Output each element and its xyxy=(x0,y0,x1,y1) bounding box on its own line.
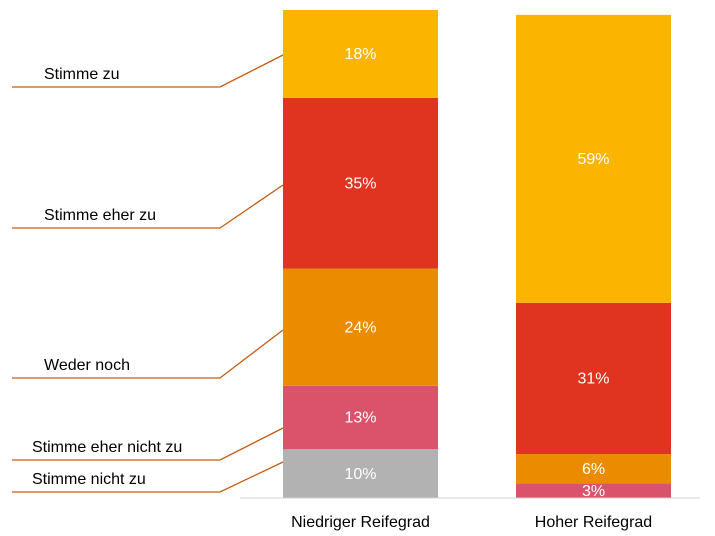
bar-segment xyxy=(516,483,671,498)
legend-label: Weder noch xyxy=(44,357,130,374)
legend-label: Stimme zu xyxy=(44,66,120,83)
data-label: 3% xyxy=(582,483,605,500)
data-label: 13% xyxy=(344,410,376,427)
callout-line xyxy=(12,427,284,461)
bar-segment xyxy=(516,454,671,484)
data-label: 59% xyxy=(577,151,609,168)
bar-segment xyxy=(516,14,671,303)
data-label: 6% xyxy=(582,461,605,478)
data-label: 31% xyxy=(577,371,609,388)
legend-label: Stimme eher nicht zu xyxy=(32,439,182,456)
data-label: 18% xyxy=(344,46,376,63)
x-tick-label: Hoher Reifegrad xyxy=(535,514,652,531)
x-tick-label: Niedriger Reifegrad xyxy=(291,514,430,531)
data-label: 10% xyxy=(344,466,376,483)
callout-line xyxy=(12,54,284,88)
bar-segment xyxy=(283,10,438,98)
bar-segment xyxy=(283,385,438,450)
bar-segment xyxy=(283,268,438,386)
bar-segment xyxy=(283,449,438,498)
legend-label: Stimme eher zu xyxy=(44,207,156,224)
callout-line xyxy=(12,329,284,379)
legend-label: Stimme nicht zu xyxy=(32,471,146,488)
callout-line xyxy=(12,184,284,229)
data-label: 35% xyxy=(344,175,376,192)
data-label: 24% xyxy=(344,319,376,336)
bar-segment xyxy=(283,97,438,269)
bar-segment xyxy=(516,302,671,455)
callout-line xyxy=(12,461,284,493)
